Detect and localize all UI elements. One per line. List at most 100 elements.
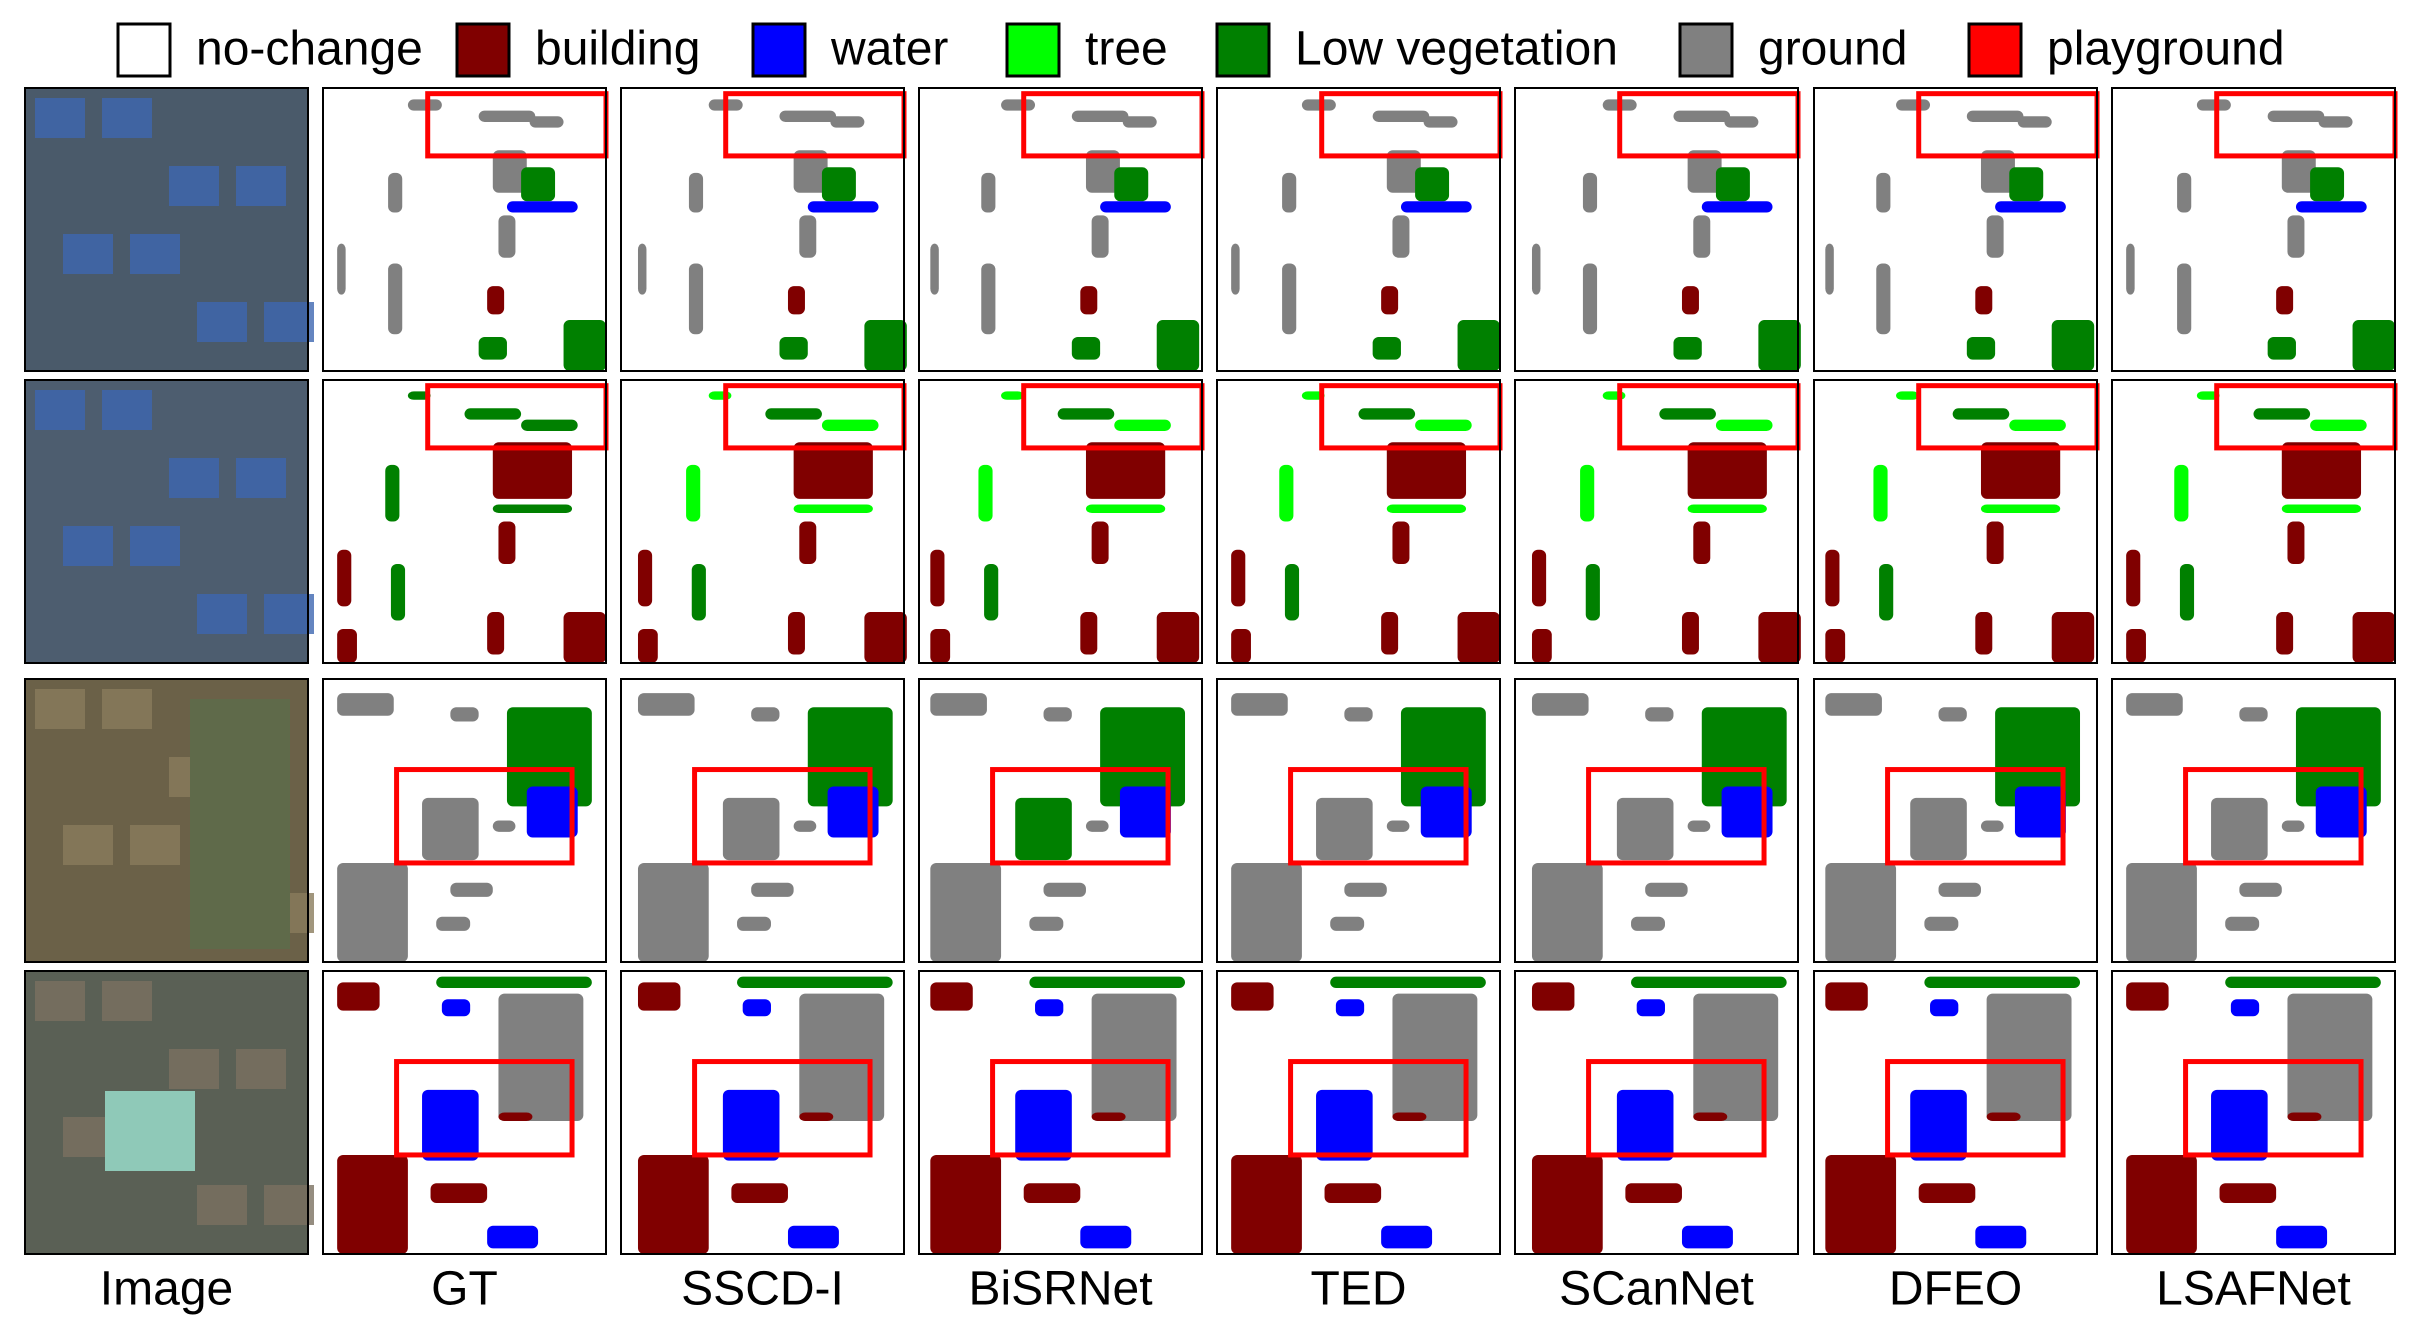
highlight-box [394,767,575,866]
map-region [1896,99,1931,111]
map-region [1825,629,1846,663]
column-label: LSAFNet [2156,1263,2351,1316]
map-region [1091,521,1109,564]
map-region [498,521,516,564]
map-region [930,243,939,295]
map-region [1279,464,1294,522]
map-region [1381,612,1399,655]
highlight-box [990,767,1171,866]
map-region [688,263,704,335]
map-region [1035,999,1064,1017]
highlight-box [2183,767,2364,866]
prediction-map [322,970,607,1255]
prediction-map [918,970,1203,1255]
map-region [498,215,516,258]
map-region [492,820,516,832]
map-region [1585,563,1600,621]
map-region [981,263,996,335]
image-feature [197,594,247,634]
map-region [1876,263,1891,335]
column-label: TED [1311,1263,1407,1316]
prediction-map [2111,87,2398,372]
map-region [787,286,805,315]
map-region [1980,150,2015,193]
map-region [978,464,993,522]
map-region [1715,419,1773,431]
map-region [2310,419,2367,431]
map-region [1938,707,1967,722]
map-region [2126,693,2183,716]
map-region [2219,1183,2277,1204]
map-region [1085,504,1166,514]
map-region [1631,916,1665,931]
tile-border [1813,970,2098,1255]
map-region [2281,504,2362,514]
tile-border [918,87,1203,372]
map-region [2287,993,2373,1121]
map-region [1693,1112,1728,1121]
image-feature [35,98,85,138]
map-region [430,1183,488,1204]
map-region [390,563,406,621]
legend-swatch [1005,22,1061,78]
image-feature [236,1049,286,1089]
highlight-box [692,767,873,866]
map-region [821,167,856,202]
map-region [563,612,606,663]
map-region [337,862,408,962]
map-region [1114,419,1171,431]
map-region [1392,521,1410,564]
map-region [2126,243,2135,295]
map-region [1701,201,1773,213]
map-background [919,88,1202,371]
map-region [1645,882,1688,897]
tile-border [24,678,309,963]
map-region [506,201,578,213]
tile-border [620,379,905,664]
prediction-map [322,87,609,372]
map-region [1681,1225,1733,1249]
map-region [1316,1089,1373,1161]
map-region [1924,916,1959,931]
map-region [799,993,885,1121]
highlight-box [1586,1059,1767,1158]
map-region [1071,337,1101,360]
map-region [793,442,873,499]
image-feature [63,825,113,865]
map-region [1386,504,1467,514]
prediction-map [1813,87,2100,372]
image-feature [169,458,219,498]
map-region [1043,882,1086,897]
map-region [827,786,879,838]
tile-border [620,87,905,372]
map-region [765,408,822,420]
map-region [1966,337,1996,360]
map-region [1631,976,1787,988]
map-region [1659,408,1716,420]
map-region [1282,172,1297,213]
source-image [24,87,314,372]
map-region [526,786,578,838]
image-feature [35,981,85,1021]
legend-label: building [535,23,700,76]
image-feature [130,825,180,865]
map-region [1372,337,1401,360]
map-region [2239,882,2282,897]
map-region [1673,110,1731,122]
tile-border [322,379,607,664]
map-region [1896,391,1919,400]
map-region [1358,408,1416,420]
prediction-map [1813,970,2098,1255]
map-region [637,1154,709,1254]
map-region [1825,862,1897,962]
map-region [1100,201,1171,213]
prediction-map [918,87,1205,372]
map-region [637,862,709,962]
tile-border [918,379,1203,664]
map-region [1531,982,1575,1011]
map-region [2211,797,2268,861]
map-region [1423,116,1458,128]
map-region [337,549,352,607]
highlight-box [1885,767,2066,866]
map-region [1231,243,1240,295]
